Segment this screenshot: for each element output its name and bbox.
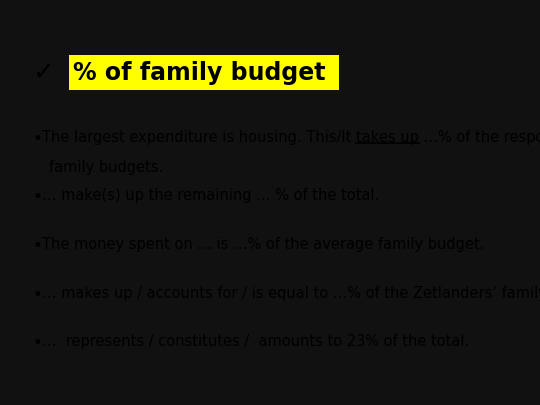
Text: •: • xyxy=(32,286,42,303)
Text: •: • xyxy=(32,130,42,147)
Text: family budgets.: family budgets. xyxy=(49,160,163,175)
Text: … make(s) up the remaining … % of the total.: … make(s) up the remaining … % of the to… xyxy=(42,188,380,203)
Text: % of family budget: % of family budget xyxy=(73,61,326,85)
Text: The money spent on … is …% of the average family budget.: The money spent on … is …% of the averag… xyxy=(42,237,484,252)
Text: ✓: ✓ xyxy=(32,60,55,86)
Text: … makes up / accounts for / is equal to …% of the Zetlanders’ family budgets.: … makes up / accounts for / is equal to … xyxy=(42,286,540,301)
Text: •: • xyxy=(32,188,42,206)
Text: •: • xyxy=(32,334,42,352)
Text: …  represents / constitutes /  amounts to 23% of the total.: … represents / constitutes / amounts to … xyxy=(42,334,469,349)
Text: •: • xyxy=(32,237,42,255)
Text: The largest expenditure is housing. This/It takes up …% of the respondents’: The largest expenditure is housing. This… xyxy=(42,130,540,145)
